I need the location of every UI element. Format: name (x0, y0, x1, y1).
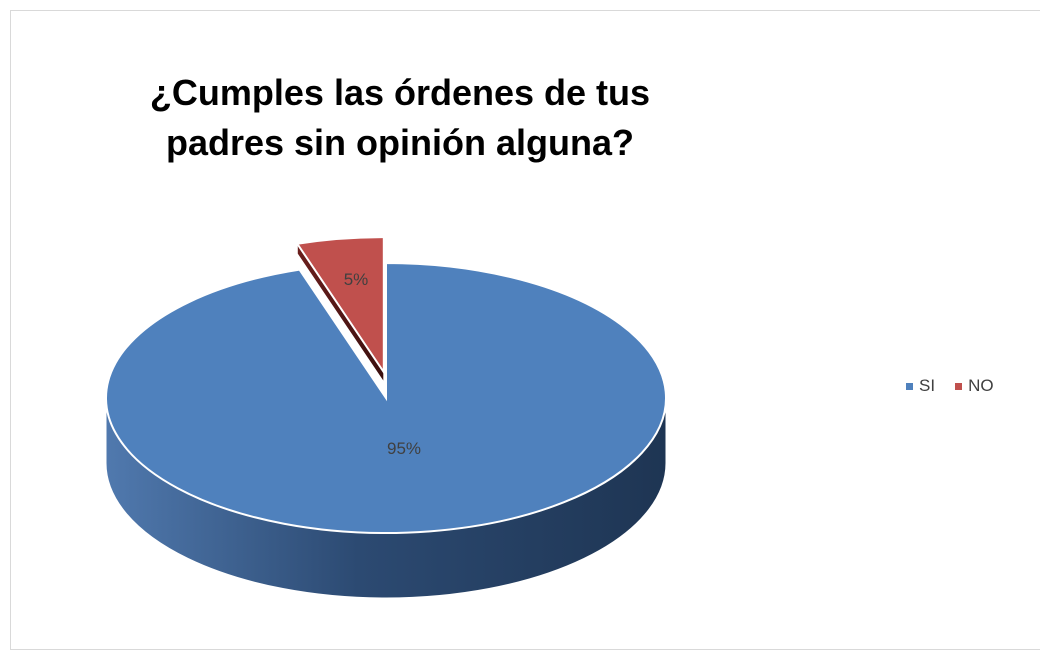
legend-swatch-no (955, 382, 963, 390)
data-label-no: 5% (344, 270, 369, 289)
chart-legend: SI NO (906, 376, 994, 396)
chart-title: ¿Cumples las órdenes de tus padres sin o… (149, 72, 651, 163)
legend-item-no: NO (955, 376, 994, 396)
pie-slice-no (295, 236, 385, 376)
pie-chart: 95% 5% (105, 236, 667, 599)
legend-item-si: SI (906, 376, 935, 396)
pie-slice-si (105, 261, 667, 534)
data-label-si: 95% (387, 439, 421, 458)
legend-label-no: NO (968, 376, 994, 395)
legend-label-si: SI (919, 376, 936, 395)
legend-swatch-si (906, 382, 913, 390)
